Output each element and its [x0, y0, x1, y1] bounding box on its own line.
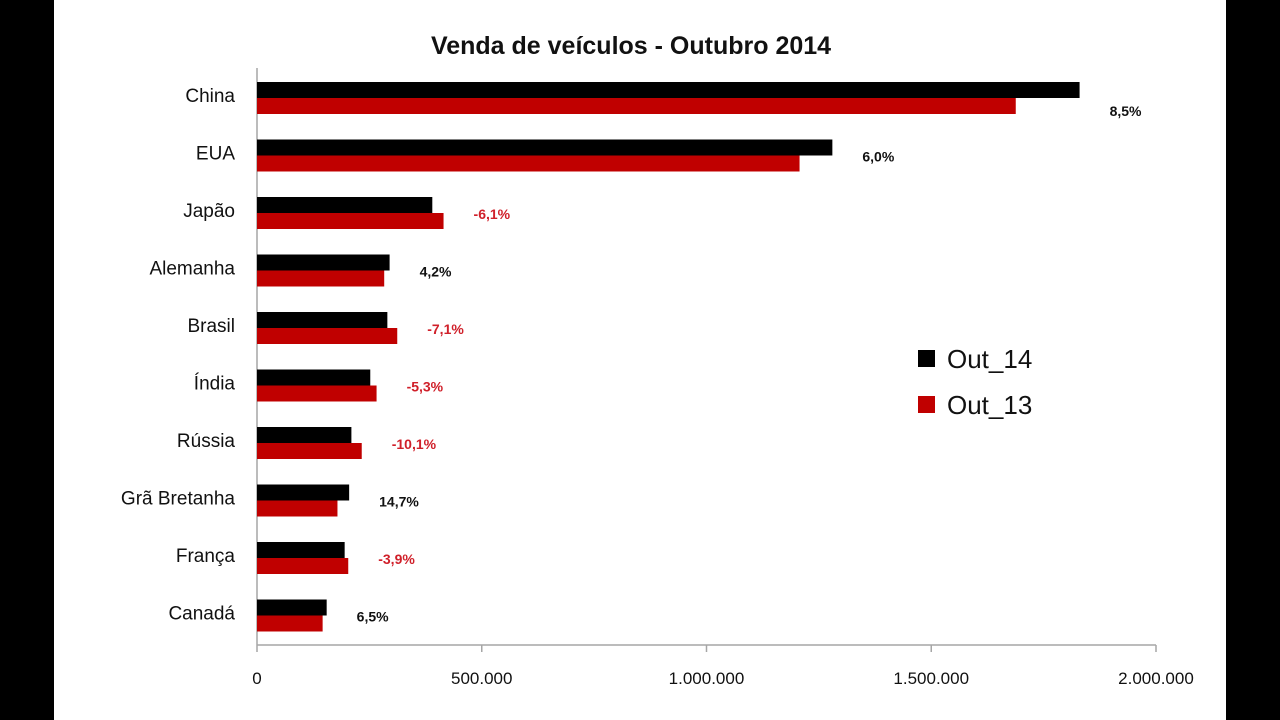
change-label-cat-9: 6,5% [357, 609, 389, 625]
change-label-cat-1: 6,0% [862, 149, 894, 165]
bar-out_14-cat-7 [257, 484, 350, 501]
bar-out_13-cat-3 [257, 270, 385, 287]
x-tick-label-0: 0 [252, 669, 261, 688]
category-label-cat-4: Brasil [187, 316, 235, 337]
change-label-cat-8: -3,9% [378, 551, 415, 567]
category-label-cat-3: Alemanha [149, 259, 235, 280]
bar-out_14-cat-9 [257, 599, 327, 616]
legend-label-out_13: Out_13 [947, 390, 1032, 420]
change-label-cat-5: -5,3% [407, 379, 444, 395]
legend-label-out_14: Out_14 [947, 344, 1032, 374]
legend: Out_14 Out_13 [918, 344, 1032, 420]
x-tick-label-1: 500.000 [451, 669, 512, 688]
category-label-cat-0: China [185, 86, 235, 107]
x-tick-label-2: 1.000.000 [669, 669, 745, 688]
bars-layer [257, 82, 1080, 632]
category-label-cat-2: Japão [183, 201, 235, 222]
change-label-cat-6: -10,1% [392, 436, 437, 452]
category-label-cat-7: Grã Bretanha [121, 489, 235, 510]
category-label-cat-5: Índia [194, 374, 236, 395]
bar-out_13-cat-2 [257, 213, 444, 229]
chart-title: Venda de veículos - Outubro 2014 [431, 32, 831, 60]
change-label-cat-4: -7,1% [427, 321, 464, 337]
category-label-cat-6: Rússia [177, 431, 236, 452]
bar-out_14-cat-6 [257, 427, 352, 443]
bar-out_13-cat-6 [257, 443, 362, 459]
change-label-cat-2: -6,1% [474, 206, 511, 222]
change-label-cat-0: 8,5% [1110, 103, 1142, 119]
bar-out_13-cat-8 [257, 558, 349, 574]
x-tick-label-4: 2.000.000 [1118, 669, 1194, 688]
bar-out_14-cat-3 [257, 254, 390, 271]
bar-out_13-cat-4 [257, 328, 398, 344]
bar-out_14-cat-8 [257, 542, 345, 558]
x-tick-label-3: 1.500.000 [893, 669, 969, 688]
labels-layer: China 8,5% EUA 6,0% Japão -6,1% Alemanha 4,2% Br… [121, 86, 1194, 688]
bar-out_14-cat-5 [257, 369, 371, 386]
legend-swatch-out_13 [918, 396, 935, 413]
bar-out_13-cat-0 [257, 98, 1016, 114]
bar-out_13-cat-7 [257, 500, 338, 517]
bar-out_14-cat-1 [257, 139, 833, 156]
bar-out_13-cat-5 [257, 385, 377, 402]
bar-out_13-cat-1 [257, 155, 800, 172]
chart-panel: Venda de veículos - Outubro 2014 China 8,… [54, 0, 1226, 720]
category-label-cat-1: EUA [196, 144, 235, 165]
bar-out_14-cat-2 [257, 197, 433, 213]
bar-out_13-cat-9 [257, 615, 323, 632]
chart-svg: Venda de veículos - Outubro 2014 China 8,… [121, 32, 1194, 688]
category-label-cat-9: Canadá [168, 604, 235, 625]
change-label-cat-7: 14,7% [379, 494, 419, 510]
change-label-cat-3: 4,2% [420, 264, 452, 280]
bar-out_14-cat-0 [257, 82, 1080, 98]
bar-out_14-cat-4 [257, 312, 388, 328]
category-label-cat-8: França [176, 546, 236, 567]
legend-swatch-out_14 [918, 350, 935, 367]
